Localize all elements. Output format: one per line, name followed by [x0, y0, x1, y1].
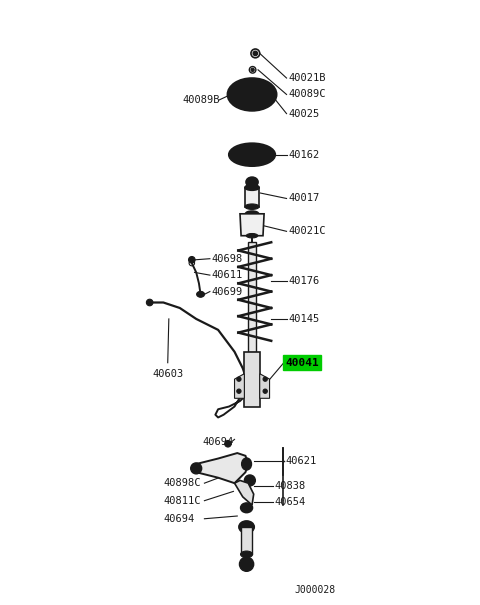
Text: 40698: 40698: [212, 253, 243, 264]
Ellipse shape: [191, 463, 202, 474]
Circle shape: [242, 85, 262, 104]
Ellipse shape: [246, 234, 258, 238]
Polygon shape: [240, 214, 264, 236]
Circle shape: [146, 299, 153, 306]
Text: 40162: 40162: [288, 149, 319, 160]
Circle shape: [244, 475, 255, 486]
Text: 40089B: 40089B: [182, 95, 220, 105]
Text: 40089C: 40089C: [288, 90, 325, 99]
Ellipse shape: [245, 204, 259, 209]
Circle shape: [193, 465, 200, 472]
Text: 40838: 40838: [275, 481, 306, 491]
Circle shape: [237, 389, 241, 393]
Circle shape: [251, 68, 254, 71]
Text: 40603: 40603: [153, 368, 184, 379]
Circle shape: [263, 389, 267, 393]
Text: 40176: 40176: [288, 276, 319, 286]
Circle shape: [259, 150, 264, 154]
Circle shape: [245, 148, 259, 162]
Ellipse shape: [240, 551, 252, 558]
Text: 40025: 40025: [288, 109, 319, 119]
Ellipse shape: [245, 211, 259, 217]
Text: 40021C: 40021C: [288, 226, 325, 237]
Circle shape: [253, 51, 257, 56]
Circle shape: [189, 257, 195, 263]
Ellipse shape: [245, 185, 259, 190]
Polygon shape: [245, 188, 259, 207]
Polygon shape: [244, 352, 260, 407]
Text: 40699: 40699: [212, 287, 243, 296]
Polygon shape: [196, 453, 248, 483]
Text: 40021B: 40021B: [288, 73, 325, 83]
Ellipse shape: [241, 458, 252, 470]
Circle shape: [242, 523, 251, 531]
Circle shape: [237, 377, 241, 381]
Circle shape: [250, 158, 254, 162]
Text: J000028: J000028: [295, 585, 336, 595]
Circle shape: [247, 478, 252, 483]
Ellipse shape: [240, 557, 254, 571]
Polygon shape: [235, 374, 244, 398]
Text: 40621: 40621: [286, 456, 317, 466]
Circle shape: [250, 147, 254, 151]
Ellipse shape: [229, 143, 276, 166]
Circle shape: [240, 155, 245, 160]
Text: 40041: 40041: [286, 358, 319, 368]
Text: 40017: 40017: [288, 194, 319, 203]
Text: 40694: 40694: [203, 437, 234, 447]
Text: 40694: 40694: [163, 514, 194, 524]
Circle shape: [263, 377, 267, 381]
Circle shape: [243, 460, 251, 468]
Ellipse shape: [240, 503, 252, 512]
Ellipse shape: [197, 292, 204, 297]
Circle shape: [240, 150, 245, 154]
Circle shape: [225, 440, 231, 447]
Ellipse shape: [239, 521, 254, 533]
Polygon shape: [260, 374, 270, 398]
Polygon shape: [241, 527, 252, 554]
Text: 40654: 40654: [275, 497, 306, 508]
Text: 40811C: 40811C: [163, 495, 201, 506]
Text: 40145: 40145: [288, 314, 319, 324]
Text: 40611: 40611: [212, 270, 243, 280]
Circle shape: [233, 97, 240, 103]
Circle shape: [243, 504, 251, 512]
Text: 40898C: 40898C: [163, 478, 201, 488]
Ellipse shape: [246, 177, 258, 187]
Polygon shape: [248, 242, 256, 352]
Ellipse shape: [228, 78, 276, 111]
Polygon shape: [235, 480, 254, 505]
Circle shape: [259, 155, 264, 160]
